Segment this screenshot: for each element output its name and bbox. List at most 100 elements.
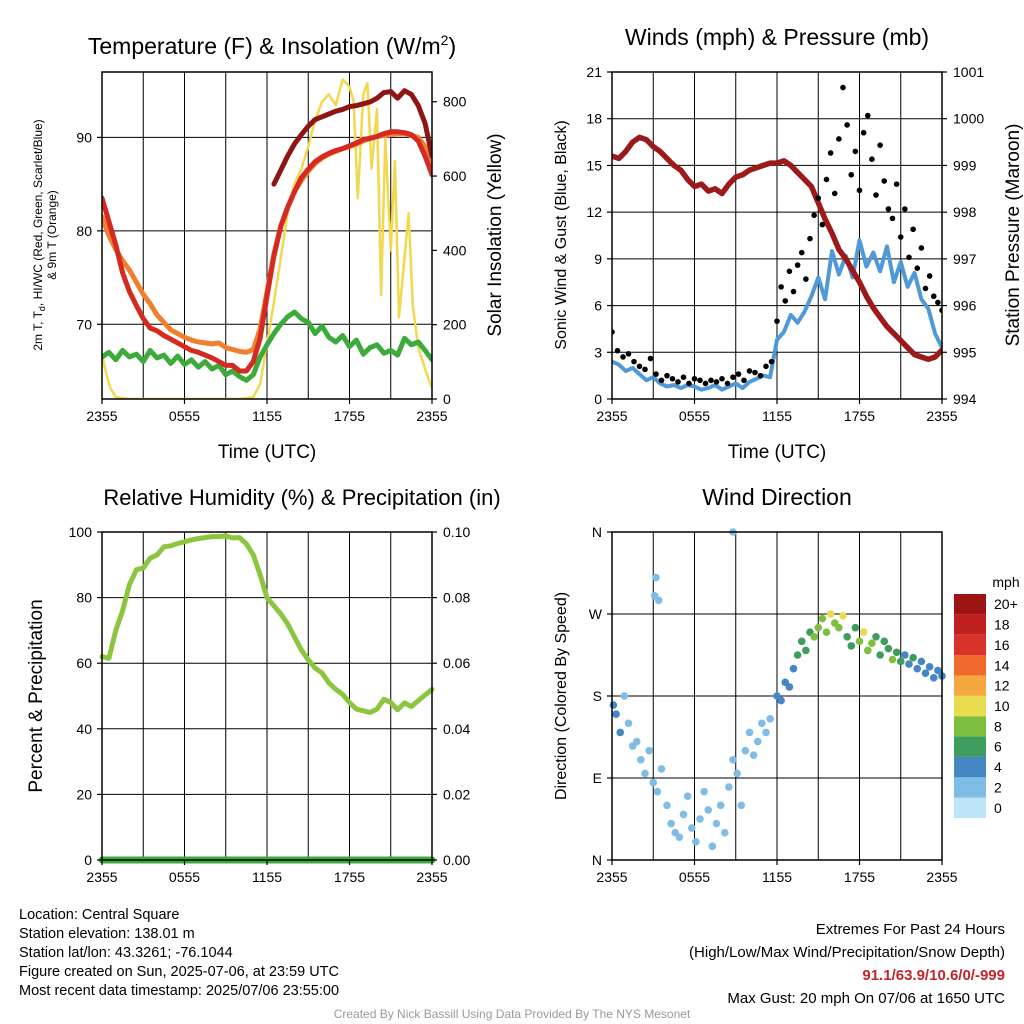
wind-direction-point bbox=[745, 728, 754, 737]
wind-direction-point bbox=[683, 792, 692, 801]
insolation-line bbox=[102, 78, 432, 399]
wdir-y-tick-label: S bbox=[593, 688, 602, 704]
temp-x-tick-label: 1155 bbox=[252, 408, 282, 424]
winds-y-axis-label: Sonic Wind & Gust (Blue, Black) bbox=[553, 120, 570, 349]
colorbar-swatch bbox=[954, 695, 986, 717]
wind-direction-point bbox=[753, 737, 762, 746]
gust-point bbox=[803, 276, 809, 282]
wdir-y-tick-label: E bbox=[593, 770, 602, 786]
elevation-text: Station elevation: 138.01 m bbox=[19, 926, 195, 942]
gust-point bbox=[691, 375, 698, 382]
gust-point bbox=[708, 377, 714, 384]
wind-direction-point bbox=[818, 614, 827, 623]
winds-y2-tick-label: 998 bbox=[953, 204, 977, 220]
wind-direction-point bbox=[888, 655, 897, 664]
gust-point bbox=[819, 221, 826, 228]
gust-point bbox=[625, 351, 632, 357]
wind-direction-point bbox=[814, 623, 823, 632]
winds-y-tick-label: 12 bbox=[586, 204, 602, 220]
rh-y-tick-label: 0 bbox=[84, 852, 92, 868]
temp-y-tick-label: 90 bbox=[76, 129, 92, 145]
gust-point bbox=[763, 363, 769, 370]
wind-direction-point bbox=[749, 751, 758, 760]
winds-y-tick-label: 15 bbox=[586, 157, 602, 173]
wind-direction-point bbox=[620, 692, 629, 700]
winds-y-tick-label: 21 bbox=[586, 64, 602, 80]
rh-x-tick-label: 1155 bbox=[252, 869, 282, 885]
gust-point bbox=[910, 226, 916, 233]
gust-point bbox=[636, 363, 643, 370]
colorbar-unit: mph bbox=[992, 574, 1019, 590]
colorbar-swatch bbox=[954, 675, 986, 696]
wind-direction-point bbox=[632, 737, 641, 746]
wind-direction-point bbox=[652, 573, 660, 582]
gust-point bbox=[730, 374, 736, 381]
temperature-line bbox=[102, 129, 432, 374]
gust-point bbox=[790, 288, 797, 295]
gust-point bbox=[902, 206, 908, 212]
wind-direction-point bbox=[917, 657, 926, 666]
gust-point bbox=[926, 273, 933, 279]
winds-x-tick-label: 1155 bbox=[762, 408, 792, 424]
gust-point bbox=[697, 377, 703, 384]
gust-point bbox=[713, 379, 720, 385]
wind-direction-point bbox=[663, 801, 671, 810]
colorbar-label: 8 bbox=[994, 718, 1002, 734]
temp-y-tick-label: 70 bbox=[76, 316, 92, 332]
gust-point bbox=[836, 136, 842, 142]
gust-point bbox=[741, 377, 747, 384]
gust-point bbox=[869, 156, 875, 162]
gust-point bbox=[935, 299, 941, 306]
wdir-chart-title: Wind Direction bbox=[702, 484, 852, 510]
gust-point bbox=[735, 371, 742, 377]
wind-direction-point bbox=[822, 628, 831, 637]
gust-point bbox=[786, 268, 793, 275]
wind-direction-point bbox=[896, 657, 905, 666]
extremes-subtitle: (High/Low/Max Wind/Precipitation/Snow De… bbox=[689, 944, 1005, 961]
wdir-x-tick-label: 1155 bbox=[762, 869, 792, 885]
colorbar-swatch bbox=[954, 736, 986, 757]
gust-point bbox=[885, 206, 892, 212]
wind-direction-point bbox=[934, 666, 942, 675]
rh-x-tick-label: 2355 bbox=[416, 869, 447, 885]
temp-series-group bbox=[102, 78, 432, 399]
gust-point bbox=[798, 249, 805, 256]
wind-direction-point bbox=[667, 819, 675, 828]
temp-y2-tick-label: 400 bbox=[443, 242, 467, 258]
wind-direction-point bbox=[826, 610, 835, 618]
wind-direction-point bbox=[641, 769, 649, 778]
colorbar-swatch bbox=[954, 716, 986, 737]
colorbar-label: 16 bbox=[994, 637, 1010, 653]
wind-direction-point bbox=[851, 623, 860, 632]
rh-y-tick-label: 40 bbox=[76, 721, 92, 737]
wind-direction-point bbox=[657, 765, 666, 773]
wind-direction-point bbox=[704, 806, 713, 814]
wind-direction-point bbox=[624, 719, 633, 728]
gust-point bbox=[930, 293, 937, 300]
gust-point bbox=[918, 245, 925, 251]
pressure-line bbox=[612, 134, 942, 363]
temp-y2-tick-label: 200 bbox=[443, 317, 467, 333]
colorbar-label: 14 bbox=[994, 657, 1010, 673]
rh-chart-title: Relative Humidity (%) & Precipitation (i… bbox=[103, 485, 500, 510]
gust-point bbox=[620, 354, 626, 360]
wind-direction-point bbox=[758, 719, 766, 728]
rh-y2-tick-label: 0.00 bbox=[443, 852, 470, 868]
gust-point bbox=[893, 181, 900, 187]
wind-direction-point bbox=[839, 612, 847, 620]
colorbar-label: 0 bbox=[994, 800, 1002, 816]
gust-point bbox=[653, 371, 659, 377]
gust-point bbox=[757, 372, 764, 379]
rh-y2-tick-label: 0.04 bbox=[443, 721, 470, 737]
gust-point bbox=[782, 298, 789, 304]
gust-point bbox=[724, 380, 731, 387]
wind-direction-point bbox=[645, 746, 653, 755]
temp-x-tick-label: 2355 bbox=[86, 408, 117, 424]
temp-y2-tick-label: 0 bbox=[443, 391, 451, 407]
temp-x-tick-label: 1755 bbox=[334, 408, 365, 424]
gust-point bbox=[658, 377, 665, 384]
gust-point bbox=[669, 375, 676, 382]
wdir-y-tick-label: N bbox=[592, 852, 602, 868]
gust-point bbox=[889, 215, 896, 222]
